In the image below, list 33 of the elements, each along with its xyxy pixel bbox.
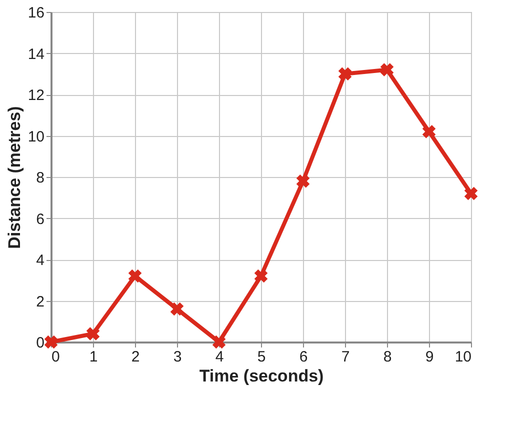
x-tick-label: 3 bbox=[173, 348, 182, 366]
y-tick-label: 0 bbox=[36, 334, 44, 352]
point bbox=[296, 174, 310, 188]
x-tick-label: 2 bbox=[131, 348, 140, 366]
x-tick-label: 4 bbox=[215, 348, 224, 366]
x-tick-label: 9 bbox=[425, 348, 434, 366]
point bbox=[212, 335, 226, 349]
y-tick-label: 16 bbox=[28, 4, 44, 22]
x-tick-label: 5 bbox=[257, 348, 266, 366]
point bbox=[464, 186, 478, 200]
y-tick-label: 6 bbox=[36, 210, 44, 228]
x-tick-label: 6 bbox=[299, 348, 308, 366]
y-tick-label: 4 bbox=[36, 252, 44, 269]
point bbox=[254, 269, 268, 283]
point bbox=[422, 124, 436, 138]
y-axis-title: Distance (metres) bbox=[4, 106, 24, 249]
x-axis-title: Time (seconds) bbox=[199, 366, 324, 386]
x-tick-label: 7 bbox=[341, 348, 350, 366]
point bbox=[170, 302, 184, 316]
point bbox=[128, 269, 142, 283]
y-tick-label: 10 bbox=[28, 128, 44, 146]
x-tick-label: 0 bbox=[52, 348, 60, 366]
y-tick-label: 8 bbox=[36, 170, 44, 186]
point bbox=[44, 335, 58, 349]
y-tick-label: 2 bbox=[36, 293, 44, 310]
point bbox=[380, 63, 394, 76]
x-tick-label: 10 bbox=[454, 348, 472, 366]
point bbox=[338, 67, 352, 81]
x-tick-label: 1 bbox=[89, 348, 98, 366]
x-tick-label: 8 bbox=[383, 348, 392, 366]
y-tick-label: 12 bbox=[28, 87, 44, 104]
y-tick-label: 14 bbox=[28, 46, 44, 63]
point bbox=[86, 327, 100, 340]
